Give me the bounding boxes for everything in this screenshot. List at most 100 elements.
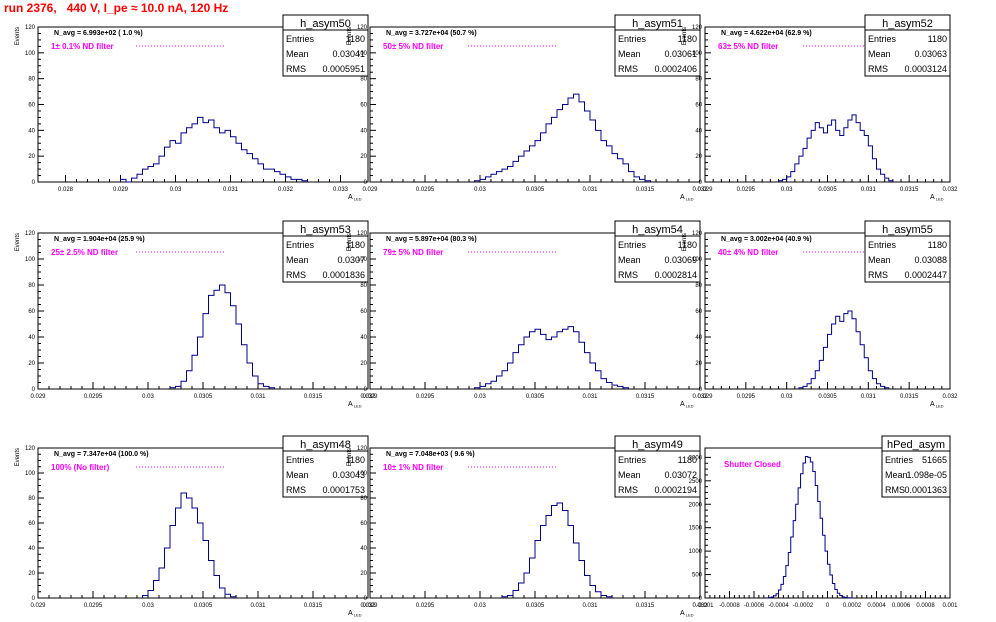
stats-title: h_asym49	[632, 439, 683, 451]
x-tick-label: 0.03	[781, 187, 793, 193]
filter-annotation: 63± 5% ND filter	[718, 42, 778, 51]
y-tick-label: 0	[32, 180, 36, 186]
x-tick-label: 0.032	[942, 187, 958, 193]
x-tick-label: 0.031	[250, 394, 266, 400]
x-tick-label: 0.001	[942, 603, 958, 609]
x-tick-label: 0.0305	[194, 394, 213, 400]
stats-title: h_asym55	[882, 224, 933, 236]
x-axis-title-subscript: LED	[935, 404, 944, 409]
x-axis-title: A LED	[348, 194, 362, 202]
y-tick-label: 40	[695, 128, 702, 134]
x-tick-label: 0.032	[692, 394, 708, 400]
y-tick-label: 0	[364, 180, 368, 186]
y-tick-label: 20	[695, 361, 702, 367]
histogram-panel-h_asym54: 0 20 40 60 80 100 120 0.029 0.0295 0.03 0.0305 0.03…	[347, 220, 708, 409]
x-axis-title-main: A	[930, 401, 935, 408]
stats-mean-label: Mean	[286, 49, 309, 59]
histogram-series	[474, 326, 629, 389]
x-tick-label: 0.0305	[818, 187, 837, 193]
histogram-series	[120, 116, 308, 183]
x-tick-label: 0.033	[333, 187, 349, 193]
stats-mean-label: Mean	[885, 470, 908, 480]
navg-label: N_avg = 1.904e+04 (25.9 %)	[54, 236, 145, 243]
stats-box	[282, 14, 369, 77]
x-tick-label: 0.032	[360, 603, 376, 609]
x-tick-label: -0.0008	[719, 603, 740, 609]
y-tick-label: 0	[32, 596, 36, 602]
y-tick-label: 80	[360, 283, 367, 289]
x-tick-label: 0.0315	[636, 187, 655, 193]
y-tick-label: 40	[695, 335, 702, 341]
navg-label: N_avg = 3.002e+04 (40.9 %)	[721, 236, 812, 243]
y-tick-label: 3000	[689, 455, 703, 461]
stats-rms-label: RMS	[286, 64, 306, 74]
y-tick-label: 120	[25, 25, 36, 31]
stats-rms-value: 0.0002447	[904, 270, 947, 280]
histogram-panel-h_asym48: 0 20 40 60 80 100 120 0.029 0.0295 0.03 0.0305 0.03…	[15, 435, 376, 618]
x-tick-label: 0.031	[250, 603, 266, 609]
histogram-panel-h_asym53: 0 20 40 60 80 100 120 0.029 0.0295 0.03 0.0305 0.03…	[15, 220, 376, 409]
stats-mean-label: Mean	[618, 255, 641, 265]
x-axis-title: A LED	[680, 194, 694, 202]
y-tick-label: 60	[28, 103, 35, 109]
x-tick-label: 0.0295	[416, 603, 435, 609]
stats-entries-value: 1180	[678, 455, 697, 465]
y-tick-label: 80	[28, 77, 35, 83]
x-tick-label: 0.0315	[304, 603, 323, 609]
stats-entries-label: Entries	[868, 34, 897, 44]
y-tick-label: 40	[360, 335, 367, 341]
histogram-series	[765, 455, 853, 599]
stats-mean-value: 0.03088	[914, 255, 947, 265]
x-tick-label: 0.029	[30, 603, 46, 609]
stats-title: h_asym53	[300, 224, 351, 236]
histogram-panel-h_asym51: 0 20 40 60 80 100 120 0.029 0.0295 0.03 0.0305 0.03…	[347, 14, 708, 202]
stats-box	[282, 220, 369, 283]
y-axis-title: Events	[15, 233, 21, 251]
stats-rms-value: 0.0003124	[904, 64, 947, 74]
y-tick-label: 120	[357, 446, 368, 452]
x-axis-title: A LED	[680, 610, 694, 618]
stats-mean-value: 0.03072	[664, 470, 697, 480]
x-tick-label: 0.032	[692, 603, 708, 609]
x-axis-title: A LED	[930, 194, 944, 202]
run-title: run 2376, 440 V, I_pe ≈ 10.0 nA, 120 Hz	[4, 1, 229, 15]
x-tick-label: 0.03	[474, 187, 486, 193]
navg-label: N_avg = 3.727e+04 (50.7 %)	[386, 30, 477, 37]
x-tick-label: 0.03	[170, 187, 182, 193]
stats-box	[282, 435, 369, 498]
x-axis-title-subscript: LED	[685, 613, 694, 618]
x-axis-title-main: A	[348, 194, 353, 201]
stats-entries-value: 1180	[678, 34, 697, 44]
stats-rms-label: RMS	[885, 485, 905, 495]
histogram-series	[142, 492, 237, 598]
x-tick-label: 0.029	[362, 187, 378, 193]
x-tick-label: 0.0315	[304, 394, 323, 400]
histogram-panel-h_asym55: 0 20 40 60 80 100 120 0.029 0.0295 0.03 0.0305 0.03…	[682, 220, 958, 409]
y-tick-label: 100	[357, 51, 368, 57]
x-tick-label: 0.0305	[818, 394, 837, 400]
x-axis-title-main: A	[680, 610, 685, 617]
histogram-series	[169, 284, 275, 389]
x-tick-label: 0.029	[113, 187, 129, 193]
stats-title: h_asym51	[632, 18, 683, 30]
x-tick-label: 0.03	[781, 394, 793, 400]
x-tick-label: 0.03	[474, 394, 486, 400]
y-tick-label: 0	[364, 387, 368, 393]
y-tick-label: 80	[360, 496, 367, 502]
y-tick-label: 40	[28, 546, 35, 552]
x-tick-label: 0.0315	[636, 603, 655, 609]
stats-entries-value: 1180	[928, 240, 947, 250]
y-tick-label: 80	[695, 283, 702, 289]
y-tick-label: 60	[28, 521, 35, 527]
x-tick-label: 0.029	[697, 187, 713, 193]
x-tick-label: 0	[826, 603, 830, 609]
stats-rms-value: 0.0002194	[654, 485, 697, 495]
x-tick-label: 0.031	[861, 187, 877, 193]
x-axis-title-main: A	[680, 401, 685, 408]
x-tick-label: 0.032	[692, 187, 708, 193]
stats-mean-label: Mean	[286, 255, 309, 265]
filter-annotation: 40± 4% ND filter	[718, 248, 778, 257]
y-tick-label: 1500	[689, 526, 703, 532]
y-tick-label: 0	[699, 180, 703, 186]
y-tick-label: 120	[357, 25, 368, 31]
